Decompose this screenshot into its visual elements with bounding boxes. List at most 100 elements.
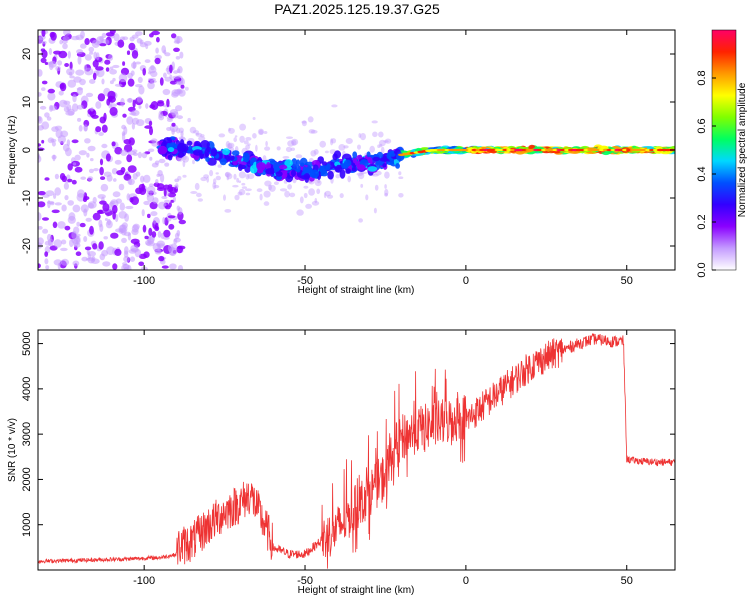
spectrogram-cell — [197, 198, 203, 202]
spectrogram-cell — [192, 149, 203, 156]
spectrogram-cell — [54, 202, 62, 206]
spectrogram-cell — [78, 150, 87, 156]
spectrogram-cell — [314, 197, 318, 204]
spectrogram-cell — [89, 51, 94, 55]
spectrogram-cell — [167, 186, 174, 193]
spectrogram-cell — [50, 138, 57, 143]
spectrogram-cell — [175, 105, 183, 112]
spectrogram-cell — [141, 209, 145, 217]
y-tick-label: 10 — [21, 96, 33, 108]
spectrogram-cell — [142, 68, 146, 76]
spectrogram-cell — [187, 117, 191, 123]
y-tick-label: 20 — [21, 48, 33, 60]
spectrogram-cell — [247, 173, 255, 180]
spectrogram-cell — [182, 160, 186, 168]
spectrogram-cell — [156, 173, 161, 177]
spectrogram-cell — [345, 168, 351, 174]
spectrogram-cell — [149, 156, 153, 161]
y-tick-label: 0 — [21, 147, 33, 153]
spectrogram-cell — [50, 32, 57, 41]
spectrogram-cell — [123, 255, 130, 263]
spectrogram-cell — [227, 143, 233, 150]
spectrogram-cell — [109, 106, 118, 116]
spectrogram-cell — [46, 116, 52, 121]
spectrogram-cell — [255, 144, 258, 152]
spectrogram-cell — [121, 81, 126, 86]
spectrogram-cell — [164, 199, 171, 203]
spectrogram-cell — [177, 175, 182, 181]
spectrogram-cell — [118, 211, 127, 219]
spectrogram-cell — [92, 60, 99, 68]
spectrogram-cell — [345, 138, 353, 144]
spectrogram-cell — [245, 192, 251, 196]
spectrogram-cell — [112, 204, 118, 214]
spectrogram-cell — [76, 221, 81, 227]
spectrogram-cell — [299, 162, 305, 167]
spectrogram-cell — [89, 79, 96, 84]
spectrogram-cell — [60, 239, 67, 245]
spectrogram-cell — [44, 177, 50, 181]
spectrogram-cell — [113, 178, 117, 182]
spectrogram-cell — [158, 255, 165, 262]
spectrogram-cell — [151, 138, 158, 143]
spectrogram-cell — [53, 193, 57, 199]
spectrogram-cell — [121, 132, 126, 142]
spectrogram-cell — [212, 182, 217, 190]
spectrogram-cell — [101, 78, 105, 85]
spectrogram-cell — [225, 172, 229, 178]
spectrogram-cell — [110, 232, 119, 239]
spectrogram-cell — [177, 157, 183, 162]
spectrogram-cell — [72, 162, 77, 166]
spectrogram-cell — [70, 35, 80, 41]
spectrogram-cell — [285, 146, 292, 153]
spectrogram-cell — [62, 43, 68, 50]
y-tick-label: 1000 — [21, 512, 33, 536]
spectrogram-cell — [120, 167, 126, 173]
spectrogram-cell — [38, 201, 46, 208]
spectrogram-cell — [186, 140, 193, 146]
spectrogram-cell — [100, 183, 109, 192]
spectrogram-cell — [38, 155, 42, 163]
spectrogram-cell — [72, 260, 80, 267]
spectrogram-cell — [366, 151, 371, 158]
spectrogram-cell — [238, 164, 243, 171]
spectrogram-cell — [365, 194, 369, 201]
spectrogram-cell — [262, 155, 267, 162]
spectrogram-cell — [88, 202, 94, 209]
spectrogram-cell — [164, 205, 171, 210]
spectrogram-cell — [99, 158, 104, 166]
spectrogram-cell — [195, 132, 200, 136]
spectrogram-cell — [73, 76, 82, 83]
spectrogram-cell — [138, 105, 142, 109]
spectrogram-cell — [80, 30, 85, 39]
spectrogram-cell — [308, 129, 316, 134]
spectrogram-cell — [38, 92, 42, 97]
spectrogram-cell — [105, 67, 110, 72]
spectrogram-cell — [47, 92, 56, 101]
spectrogram-cell — [131, 50, 139, 59]
spectrogram-cell — [87, 176, 94, 182]
spectrogram-cell — [360, 133, 366, 141]
spectrogram-cell — [160, 173, 165, 183]
spectrogram-cell — [371, 120, 378, 124]
spectrogram-cell — [176, 230, 181, 237]
spectrogram-cell — [171, 128, 175, 135]
spectrogram-cell — [95, 66, 104, 71]
spectrogram-cell — [158, 145, 168, 155]
spectrogram-cell — [98, 132, 104, 136]
spectrogram-cell — [242, 152, 250, 163]
spectrogram-cell — [108, 54, 114, 61]
spectrogram-cell — [358, 133, 362, 138]
spectrogram-cell — [119, 202, 126, 211]
spectrogram-cell — [125, 205, 134, 210]
spectrogram-cell — [326, 194, 334, 199]
spectrogram-cell — [107, 218, 111, 226]
spectrogram-cell — [38, 116, 43, 124]
spectrogram-cell — [236, 177, 240, 183]
spectrogram-cell — [143, 200, 150, 206]
spectrogram-cell — [358, 172, 365, 180]
spectrogram-cell — [205, 156, 210, 162]
spectrogram-cell — [227, 155, 235, 161]
spectrogram-cell — [63, 30, 71, 36]
y-tick-label: 4000 — [21, 377, 33, 401]
